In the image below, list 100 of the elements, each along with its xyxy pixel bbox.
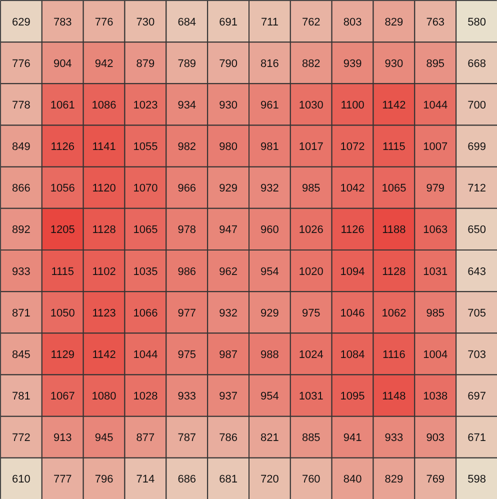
data-label: 960 [260, 224, 279, 236]
data-label: 786 [219, 432, 238, 444]
data-label: 671 [468, 432, 486, 444]
data-label: 776 [94, 16, 114, 28]
data-label: 1094 [340, 266, 365, 278]
data-label: 1120 [92, 182, 116, 195]
data-label: 977 [178, 307, 196, 320]
data-label: 913 [53, 432, 72, 444]
data-label: 1129 [50, 348, 74, 361]
data-label: 1100 [340, 99, 364, 112]
data-label: 933 [178, 390, 196, 403]
data-label: 1126 [340, 224, 364, 236]
data-label: 981 [260, 141, 279, 154]
data-label: 954 [260, 266, 279, 278]
data-label: 1061 [50, 99, 75, 112]
data-label: 1044 [133, 348, 158, 361]
data-label: 986 [178, 266, 196, 278]
data-label: 892 [12, 224, 30, 236]
data-label: 714 [136, 474, 155, 486]
data-label: 1031 [423, 266, 448, 278]
data-label: 730 [136, 16, 155, 28]
data-label: 871 [12, 307, 30, 320]
data-label: 966 [178, 182, 196, 195]
data-label: 1086 [92, 99, 116, 112]
data-label: 1066 [133, 307, 158, 320]
data-label: 1084 [340, 348, 365, 361]
data-label: 1044 [423, 99, 448, 112]
data-label: 933 [12, 266, 30, 278]
data-label: 781 [12, 390, 30, 403]
data-label: 705 [468, 307, 486, 320]
data-label: 1028 [133, 390, 158, 403]
data-label: 1062 [382, 307, 406, 320]
data-label: 1123 [92, 307, 116, 320]
data-label: 1023 [133, 99, 158, 112]
data-label: 778 [12, 99, 30, 112]
data-label: 686 [178, 474, 196, 486]
data-label: 783 [53, 16, 72, 28]
data-label: 978 [178, 224, 196, 236]
data-label: 1128 [92, 224, 116, 236]
data-label: 1004 [423, 348, 448, 361]
data-label: 1055 [133, 141, 158, 154]
data-label: 821 [260, 432, 279, 444]
data-label: 703 [468, 348, 486, 361]
data-label: 1188 [382, 224, 406, 236]
data-label: 939 [343, 58, 362, 70]
data-label: 1067 [50, 390, 75, 403]
data-label: 1115 [382, 141, 406, 154]
data-label: 697 [468, 390, 486, 403]
data-label: 829 [384, 16, 404, 28]
data-label: 885 [302, 432, 320, 444]
data-label: 904 [53, 58, 72, 70]
data-label: 932 [219, 307, 238, 320]
data-label: 610 [12, 474, 30, 486]
data-label: 942 [94, 58, 114, 70]
data-label: 699 [468, 141, 486, 154]
data-label: 598 [468, 474, 486, 486]
data-label: 700 [468, 99, 486, 112]
data-label: 961 [260, 99, 279, 112]
data-label: 769 [426, 474, 445, 486]
data-label: 762 [302, 16, 320, 28]
data-label: 1030 [298, 99, 324, 112]
data-label: 932 [260, 182, 279, 195]
data-label: 711 [260, 16, 278, 28]
data-label: 895 [426, 58, 445, 70]
data-label: 933 [384, 432, 404, 444]
data-label: 1065 [382, 182, 406, 195]
data-label: 1116 [382, 348, 406, 361]
data-label: 1080 [92, 390, 116, 403]
data-label: 1046 [340, 307, 365, 320]
data-label: 1050 [50, 307, 75, 320]
data-label: 1031 [298, 390, 324, 403]
data-label: 929 [219, 182, 238, 195]
data-label: 668 [468, 58, 486, 70]
data-label: 720 [260, 474, 279, 486]
data-label: 777 [53, 474, 72, 486]
data-label: 580 [468, 16, 486, 28]
data-label: 954 [260, 390, 279, 403]
data-label: 1038 [423, 390, 448, 403]
data-label: 937 [219, 390, 238, 403]
data-label: 650 [468, 224, 486, 236]
data-label: 796 [94, 474, 114, 486]
data-label: 1026 [298, 224, 324, 236]
data-label: 684 [178, 16, 196, 28]
data-label: 947 [219, 224, 238, 236]
data-label: 1128 [382, 266, 406, 278]
data-label: 988 [260, 348, 279, 361]
data-label: 962 [219, 266, 238, 278]
data-label: 1056 [50, 182, 75, 195]
data-label: 941 [343, 432, 362, 444]
data-label: 975 [178, 348, 196, 361]
data-label: 1102 [92, 266, 116, 278]
data-label: 987 [219, 348, 238, 361]
data-label: 789 [178, 58, 196, 70]
data-label: 849 [12, 141, 30, 154]
data-label: 903 [426, 432, 445, 444]
data-label: 643 [468, 266, 486, 278]
data-label: 930 [384, 58, 404, 70]
data-label: 877 [136, 432, 155, 444]
data-label: 763 [426, 16, 445, 28]
data-label: 929 [260, 307, 279, 320]
